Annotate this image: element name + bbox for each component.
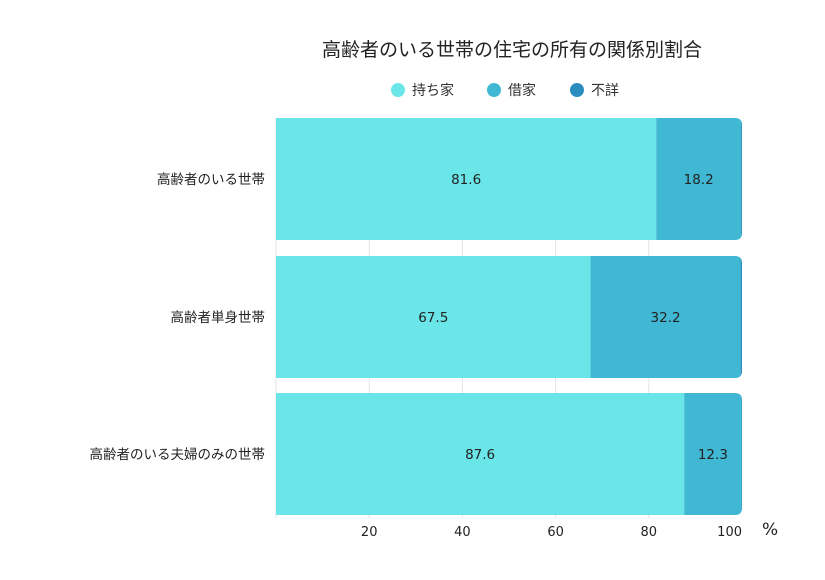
x-axis-unit: % xyxy=(762,520,778,540)
data-labels: 81.6 18.2 67.5 32.2 87.6 12.3 xyxy=(418,172,728,463)
legend-swatch-2 xyxy=(487,83,501,97)
bar-1-series-3 xyxy=(741,118,742,240)
x-tick-label-40: 40 xyxy=(454,525,471,540)
bar-3-series-2 xyxy=(684,393,742,515)
x-tick-label-100: 100 xyxy=(717,525,742,540)
legend-swatch-3 xyxy=(570,83,584,97)
legend-label-2: 借家 xyxy=(508,82,536,99)
x-tick-label-60: 60 xyxy=(547,525,564,540)
legend-label-3: 不詳 xyxy=(591,83,619,99)
bar-1-series-1 xyxy=(276,118,657,240)
bar-3-series-1 xyxy=(276,393,685,515)
bar-3-series-3 xyxy=(741,393,742,515)
bar-group-2 xyxy=(276,256,742,378)
bar-2-series-3 xyxy=(740,256,742,378)
bar-2-series-2 xyxy=(590,256,741,378)
data-label-1-1: 81.6 xyxy=(451,172,481,188)
category-label-2: 高齢者単身世帯 xyxy=(171,309,266,326)
legend-label-1: 持ち家 xyxy=(412,82,454,99)
data-label-2-1: 67.5 xyxy=(418,310,448,326)
x-tick-label-80: 80 xyxy=(641,525,658,540)
chart-title: 高齢者のいる世帯の住宅の所有の関係別割合 xyxy=(322,39,702,61)
legend-swatch-1 xyxy=(391,83,405,97)
data-label-2-2: 32.2 xyxy=(651,310,681,326)
data-label-3-2: 12.3 xyxy=(698,447,728,463)
bars xyxy=(276,118,742,515)
x-axis-ticks: 20 40 60 80 100 xyxy=(361,525,742,540)
data-label-1-2: 18.2 xyxy=(684,172,714,188)
x-tick-label-20: 20 xyxy=(361,525,378,540)
category-label-3: 高齢者のいる夫婦のみの世帯 xyxy=(90,446,266,463)
category-label-1: 高齢者のいる世帯 xyxy=(157,171,265,188)
data-label-3-1: 87.6 xyxy=(465,447,495,463)
bar-1-series-2 xyxy=(656,118,742,240)
bar-group-3 xyxy=(276,393,742,515)
bar-2-series-1 xyxy=(276,256,591,378)
bar-group-1 xyxy=(276,118,742,240)
legend: 持ち家 借家 不詳 xyxy=(391,82,619,99)
